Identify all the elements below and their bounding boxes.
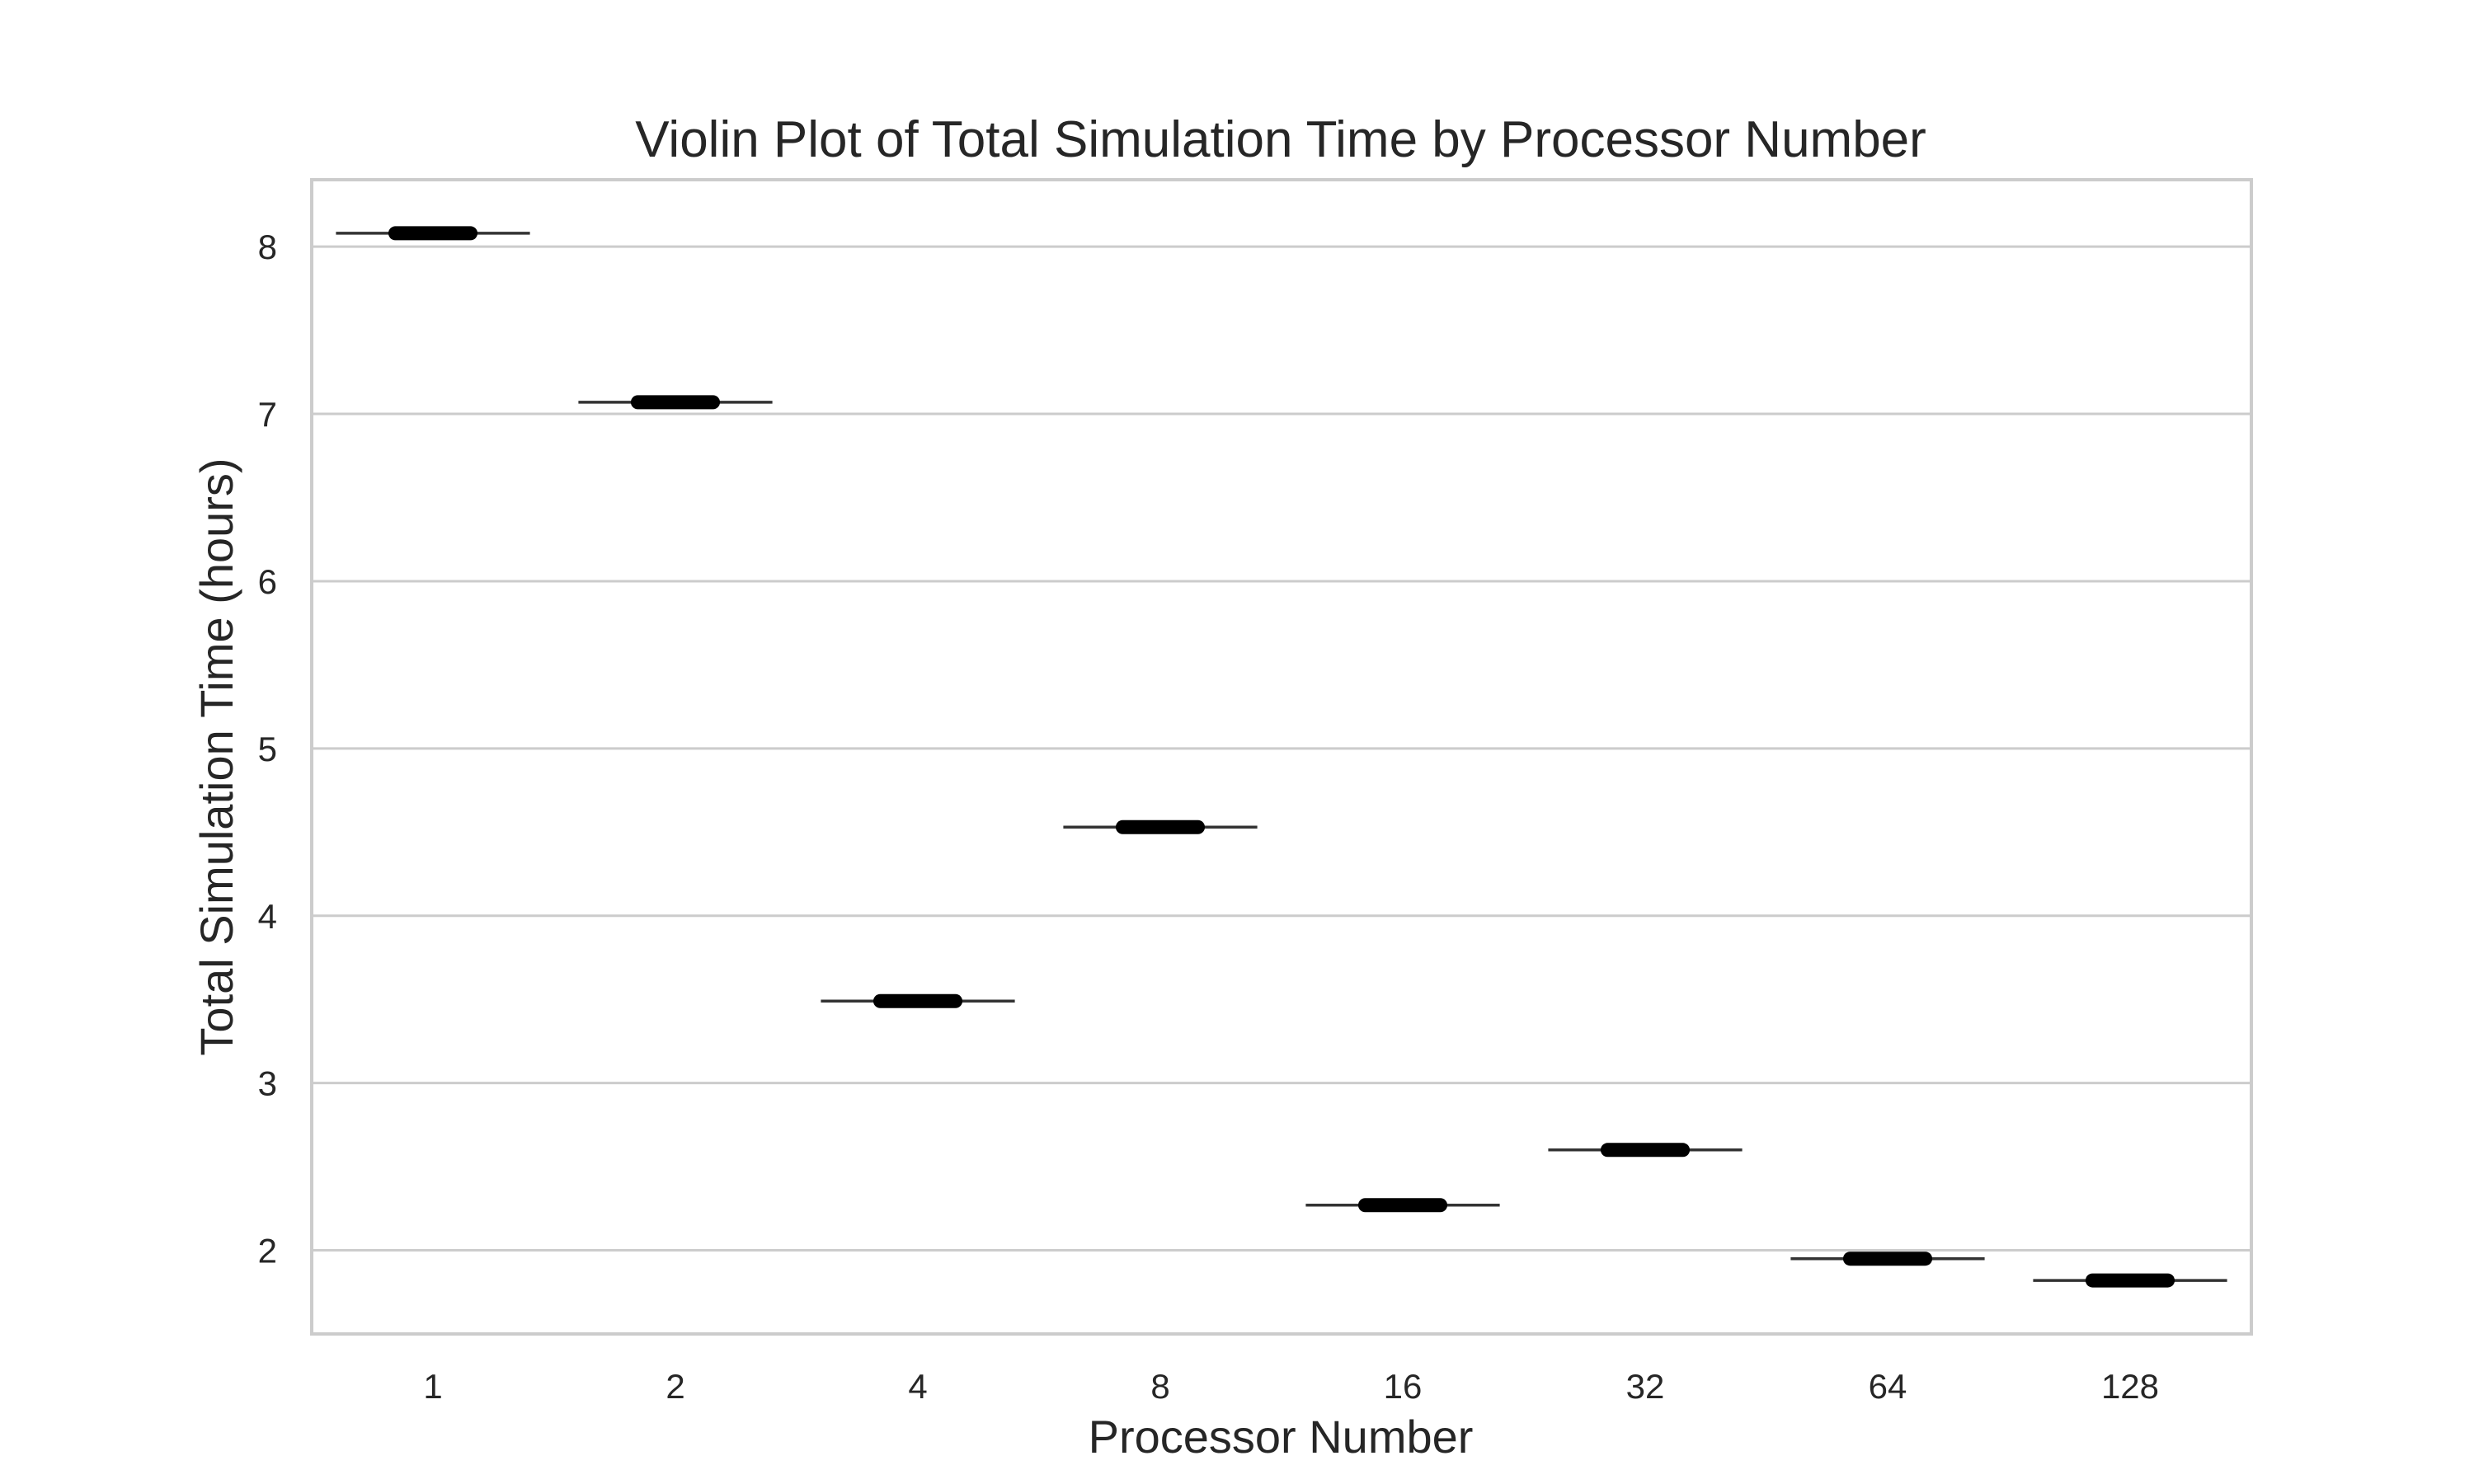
x-tick-labels: 1 2 4 8 16 32 64 128: [423, 1367, 2159, 1406]
x-tick-label: 1: [423, 1367, 442, 1406]
x-tick-label: 2: [666, 1367, 684, 1406]
x-tick-label: 32: [1626, 1367, 1665, 1406]
y-tick-label: 3: [258, 1064, 277, 1103]
y-axis-label: Total Simulation Time (hours): [190, 458, 242, 1055]
y-tick-label: 6: [258, 562, 277, 601]
y-tick-label: 8: [258, 228, 277, 266]
y-tick-label: 4: [258, 897, 277, 936]
x-tick-label: 16: [1384, 1367, 1423, 1406]
x-tick-label: 64: [1869, 1367, 1907, 1406]
y-tick-label: 7: [258, 395, 277, 434]
plot-frame: [310, 178, 2253, 1336]
grid-lines: [312, 245, 2251, 1252]
y-tick-label: 5: [258, 730, 277, 768]
y-tick-label: 2: [258, 1232, 277, 1270]
x-tick-label: 8: [1150, 1367, 1169, 1406]
y-tick-labels: 2 3 4 5 6 7 8: [258, 228, 277, 1270]
x-tick-label: 128: [2101, 1367, 2159, 1406]
x-axis-label: Processor Number: [1089, 1411, 1474, 1463]
x-tick-label: 4: [908, 1367, 927, 1406]
violin-marks: [336, 226, 2227, 1288]
chart-title: Violin Plot of Total Simulation Time by …: [635, 111, 1926, 168]
